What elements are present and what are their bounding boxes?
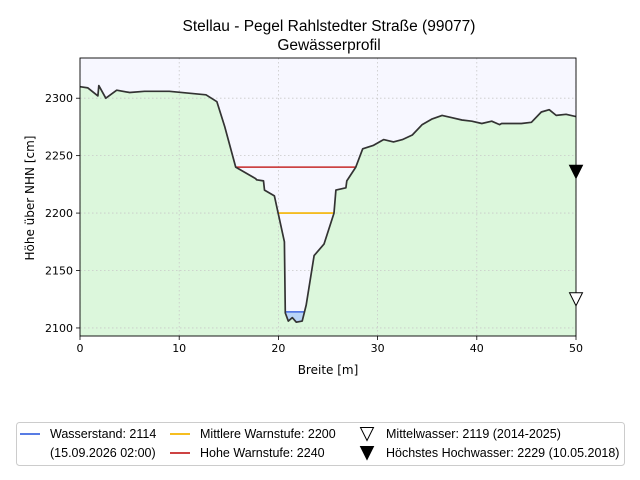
- x-tick-label: 40: [470, 342, 484, 355]
- x-tick-label: 0: [77, 342, 84, 355]
- chart-title: Stellau - Pegel Rahlstedter Straße (9907…: [183, 18, 476, 35]
- y-tick-label: 2100: [45, 322, 73, 335]
- legend-label: Hohe Warnstufe: 2240: [200, 446, 325, 460]
- legend-label: Mittlere Warnstufe: 2200: [200, 427, 336, 441]
- y-tick-label: 2300: [45, 92, 73, 105]
- x-tick-label: 30: [371, 342, 385, 355]
- legend-triangle-filled-icon: [359, 446, 375, 461]
- legend: Wasserstand: 2114 (15.09.2026 02:00) Mittl…: [16, 422, 625, 466]
- legend-label: Mittelwasser: 2119 (2014-2025): [386, 427, 561, 441]
- legend-triangle-open-icon: [359, 427, 375, 442]
- water-fill: [285, 311, 305, 323]
- mittelwasser-marker: [568, 292, 584, 307]
- profile-line: [80, 84, 576, 324]
- plot-area: 0 10 20 30 40 50 2100 2150 2200 2250 2300: [45, 57, 584, 355]
- legend-label: (15.09.2026 02:00): [50, 446, 156, 460]
- legend-label: Höchstes Hochwasser: 2229 (10.05.2018): [386, 446, 619, 460]
- y-tick-label: 2250: [45, 150, 73, 163]
- x-axis-label: Breite [m]: [298, 363, 359, 377]
- chart-subtitle: Gewässerprofil: [277, 37, 380, 54]
- ground-fill: [80, 85, 576, 336]
- hoechstes-hochwasser-marker: [568, 164, 584, 180]
- x-tick-label: 50: [569, 342, 583, 355]
- x-tick-label: 10: [172, 342, 186, 355]
- legend-box: [16, 422, 625, 466]
- plot-frame: [79, 57, 577, 337]
- legend-label: Wasserstand: 2114: [50, 427, 156, 441]
- y-tick-label: 2150: [45, 265, 73, 278]
- y-tick-label: 2200: [45, 207, 73, 220]
- y-axis-label: Höhe über NHN [cm]: [23, 136, 37, 261]
- x-tick-label: 20: [271, 342, 285, 355]
